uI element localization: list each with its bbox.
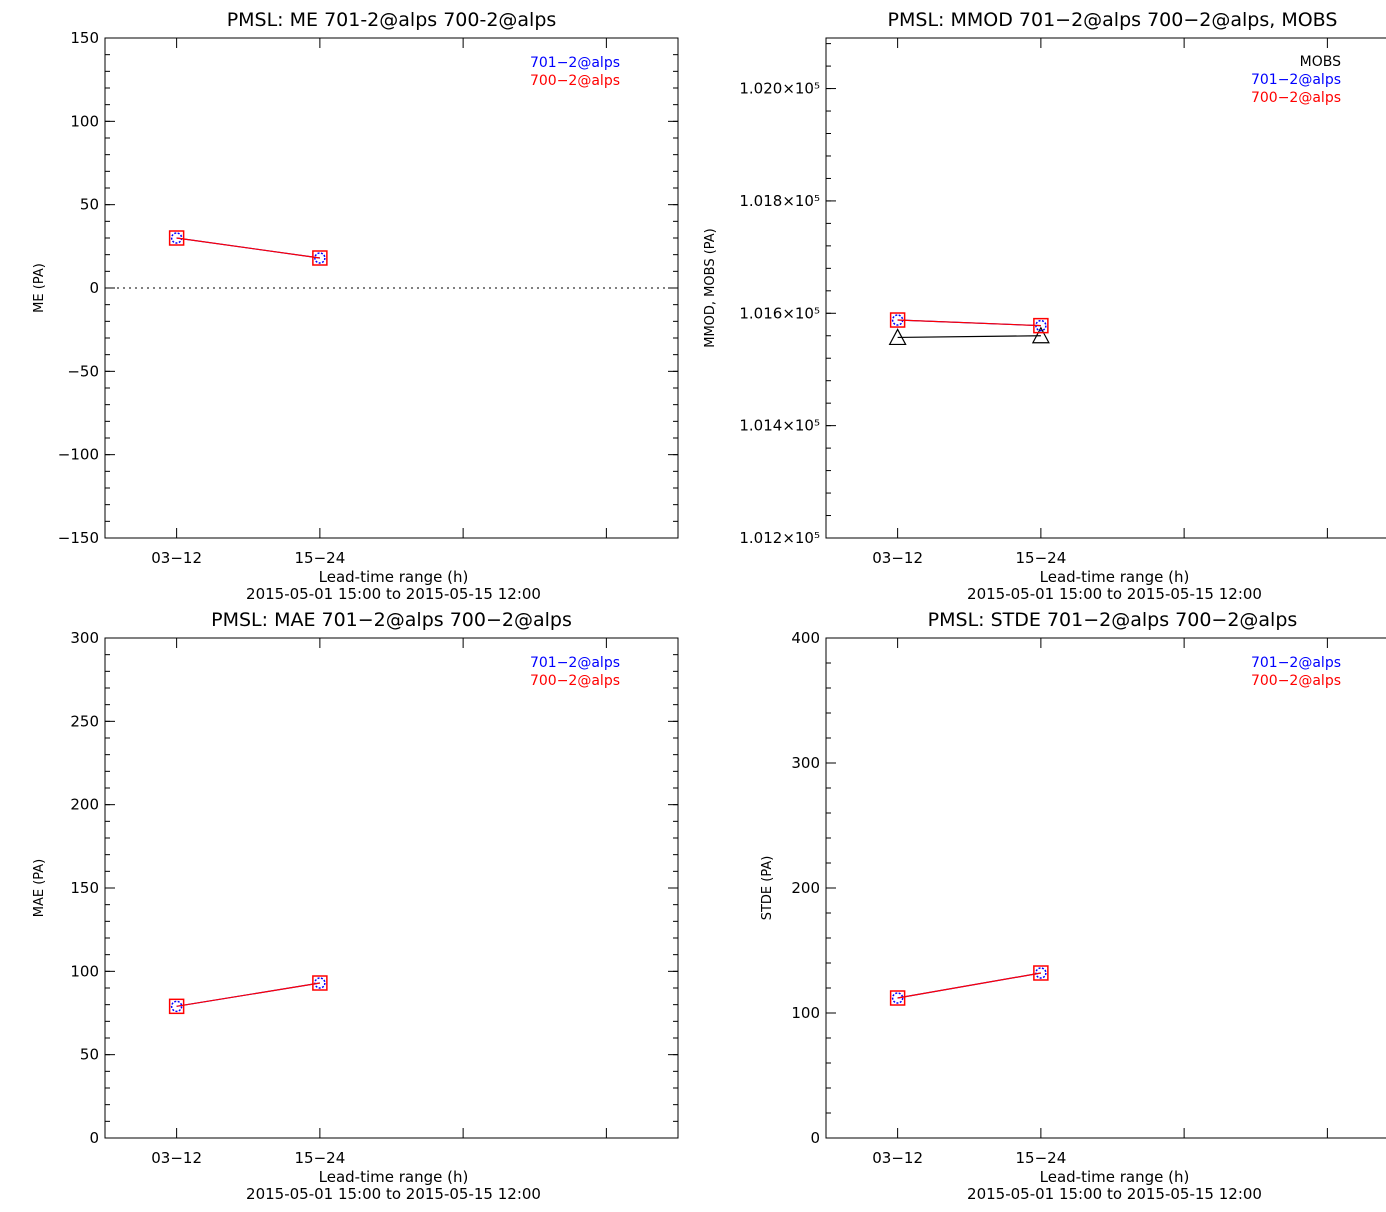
- data-point-circle: [170, 232, 183, 244]
- y-tick-label: 1.014×10⁵: [739, 417, 820, 435]
- series-line: [897, 972, 1041, 999]
- data-point-square: [889, 312, 906, 328]
- data-point-circle: [1035, 967, 1047, 979]
- legend-entry: 701−2@alps: [1251, 655, 1341, 671]
- y-tick-label: 400: [791, 629, 820, 647]
- y-axis-label: MAE (PA): [32, 859, 47, 918]
- y-tick-label: 50: [80, 1046, 99, 1064]
- y-tick-label: 0: [810, 1129, 820, 1147]
- legend-entry: 700−2@alps: [1251, 90, 1341, 106]
- data-point-circle: [170, 1000, 183, 1013]
- plot-frame: [825, 37, 1386, 539]
- y-axis-label: STDE (PA): [760, 856, 775, 921]
- y-tick-label: −50: [67, 362, 99, 380]
- y-tick-label: 1.016×10⁵: [739, 304, 820, 322]
- legend-entry: 700−2@alps: [530, 73, 620, 89]
- date-range-label: 2015-05-01 15:00 to 2015-05-15 12:00: [246, 585, 541, 603]
- chart-title: PMSL: MMOD 701−2@alps 700−2@alps, MOBS: [888, 9, 1338, 31]
- data-point-circle: [314, 977, 326, 989]
- y-tick-label: 150: [70, 29, 99, 47]
- x-tick-label: 03−12: [872, 1149, 923, 1167]
- data-point-circle: [314, 252, 326, 264]
- y-tick-label: −150: [58, 529, 99, 547]
- y-tick-label: 300: [791, 754, 820, 772]
- y-tick-label: 200: [791, 879, 820, 897]
- y-tick-label: 0: [89, 279, 99, 297]
- data-point-circle: [891, 992, 904, 1004]
- x-axis-label: Lead-time range (h): [319, 1168, 469, 1186]
- legend-entry: 701−2@alps: [530, 655, 620, 671]
- legend-entry: 701−2@alps: [530, 55, 620, 71]
- legend-entry: 701−2@alps: [1251, 72, 1341, 88]
- x-axis-label: Lead-time range (h): [1040, 1168, 1190, 1186]
- chart-title: PMSL: MAE 701−2@alps 700−2@alps: [211, 609, 572, 631]
- series-line: [897, 335, 1041, 339]
- y-tick-label: 250: [70, 712, 99, 730]
- data-point-square: [312, 250, 328, 266]
- data-point-square: [168, 998, 185, 1015]
- data-point-square: [1033, 317, 1049, 334]
- series-line: [176, 982, 320, 1007]
- chart-title: PMSL: ME 701-2@alps 700-2@alps: [227, 9, 557, 31]
- y-tick-label: 300: [70, 629, 99, 647]
- chart-panel-2: PMSL: MMOD 701−2@alps 700−2@alps, MOBS 1.…: [703, 9, 1386, 603]
- x-tick-label: 03−12: [151, 549, 202, 567]
- legend-entry: 700−2@alps: [1251, 673, 1341, 689]
- y-tick-label: 100: [791, 1004, 820, 1022]
- x-axis-label: Lead-time range (h): [1040, 568, 1190, 586]
- legend-entry: MOBS: [1300, 54, 1341, 70]
- y-tick-label: 1.020×10⁵: [739, 80, 820, 98]
- y-tick-label: 50: [80, 196, 99, 214]
- legend-entry: 700−2@alps: [530, 673, 620, 689]
- y-tick-label: 1.018×10⁵: [739, 192, 820, 210]
- data-point-triangle: [1031, 326, 1050, 344]
- data-point-square: [889, 990, 906, 1006]
- date-range-label: 2015-05-01 15:00 to 2015-05-15 12:00: [967, 1185, 1262, 1203]
- plot-frame: [104, 637, 679, 1139]
- y-axis-label: ME (PA): [32, 263, 47, 313]
- data-point-triangle: [888, 328, 907, 346]
- y-axis-label: MMOD, MOBS (PA): [703, 228, 718, 348]
- x-tick-label: 15−24: [1016, 549, 1067, 567]
- x-tick-label: 03−12: [151, 1149, 202, 1167]
- x-tick-label: 15−24: [295, 1149, 346, 1167]
- x-tick-label: 03−12: [872, 549, 923, 567]
- date-range-label: 2015-05-01 15:00 to 2015-05-15 12:00: [246, 1185, 541, 1203]
- y-tick-label: 150: [70, 879, 99, 897]
- data-point-square: [312, 975, 328, 991]
- chart-panel-3: PMSL: MAE 701−2@alps 700−2@alps 300 250 200…: [32, 609, 679, 1203]
- chart-panel-1: PMSL: ME 701-2@alps 700-2@alps 150 100 50 0 −…: [32, 9, 679, 603]
- data-point-square: [168, 230, 185, 246]
- y-tick-label: 1.012×10⁵: [739, 529, 820, 547]
- data-point-square: [1033, 965, 1049, 981]
- x-tick-label: 15−24: [1016, 1149, 1067, 1167]
- date-range-label: 2015-05-01 15:00 to 2015-05-15 12:00: [967, 585, 1262, 603]
- y-tick-label: 100: [70, 962, 99, 980]
- x-axis-label: Lead-time range (h): [319, 568, 469, 586]
- series-line: [176, 237, 320, 259]
- chart-panel-4: PMSL: STDE 701−2@alps 700−2@alps 400 300 20…: [760, 609, 1386, 1203]
- x-tick-label: 15−24: [295, 549, 346, 567]
- y-tick-label: 100: [70, 112, 99, 130]
- y-tick-label: −100: [58, 446, 99, 464]
- plot-frame: [825, 637, 1386, 1139]
- y-tick-label: 200: [70, 796, 99, 814]
- series-line: [897, 319, 1041, 327]
- y-tick-label: 0: [89, 1129, 99, 1147]
- chart-title: PMSL: STDE 701−2@alps 700−2@alps: [928, 609, 1298, 631]
